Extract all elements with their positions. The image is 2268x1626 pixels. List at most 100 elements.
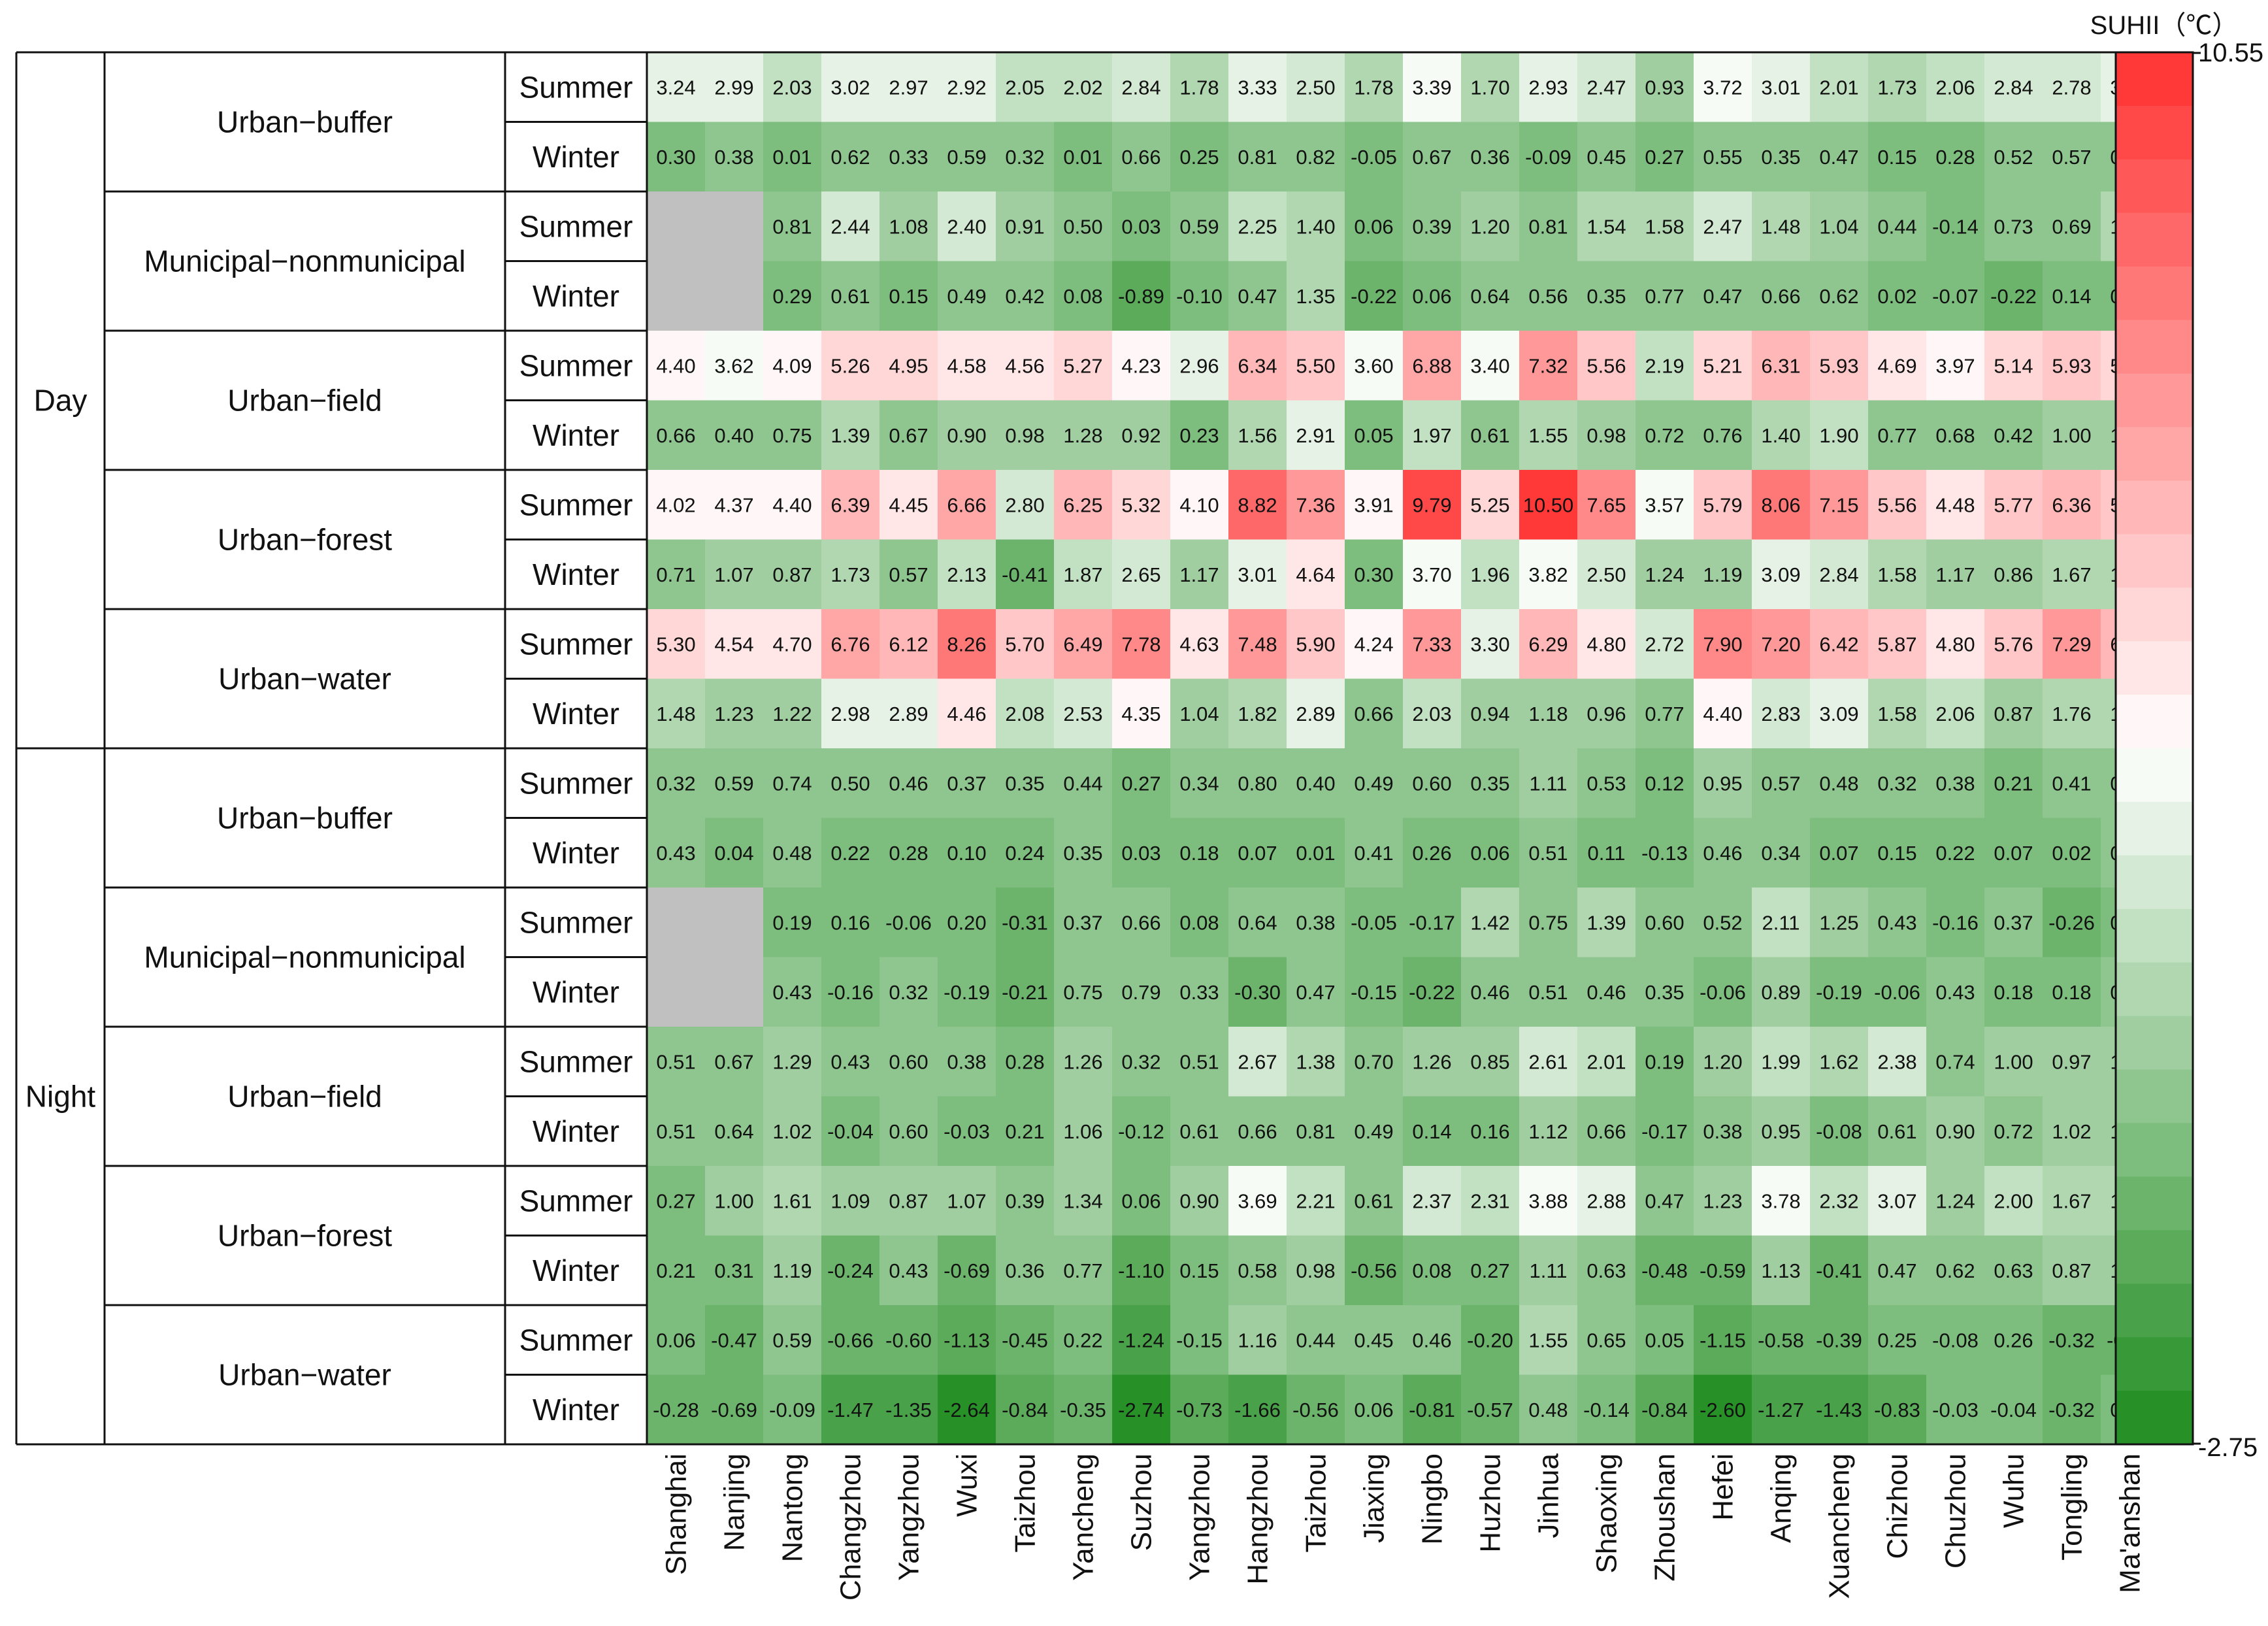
cell-value-label: 0.16: [830, 911, 870, 934]
cell-night-urban-field-summer-zhoushan: [1635, 1027, 1694, 1097]
cell-value-label: 2.25: [1238, 215, 1277, 238]
cell-night-urban-field-summer-yangzhou: [879, 1027, 938, 1097]
cell-value-label: 0.66: [1354, 703, 1393, 725]
cell-value-label: 7.20: [1761, 633, 1800, 655]
cell-value-label: -0.84: [1641, 1399, 1688, 1421]
cell-day-urban-water-summer-nantong: [763, 609, 822, 680]
cell-value-label: 1.38: [1296, 1050, 1335, 1073]
cell-day-urban-buffer-summer-changzhou: [821, 52, 880, 123]
cell-value-label: 0.21: [1994, 772, 2033, 795]
cell-day-urban-field-winter-taizhou: [996, 400, 1055, 471]
cell-value-label: 0.30: [1354, 563, 1393, 586]
cell-value-label: 0.64: [1470, 285, 1509, 308]
cell-day-municipal-nonmunicipal-summer-xuancheng: [1810, 191, 1869, 262]
cell-value-label: 5.76: [1994, 633, 2033, 655]
city-label-chizhou: Chizhou: [1882, 1453, 1914, 1559]
cell-night-urban-field-summer-yancheng: [1054, 1027, 1113, 1097]
cell-missing-day-municipal-nonmunicipal-summer-shanghai: [647, 191, 706, 262]
cell-value-label: -0.04: [1990, 1399, 2037, 1421]
cell-night-urban-water-winter-wuhu: [1984, 1374, 2043, 1445]
cell-day-urban-water-summer-taizhou: [1287, 609, 1345, 680]
cell-value-label: -0.22: [1351, 285, 1397, 308]
cell-value-label: 0.38: [714, 146, 753, 169]
cell-day-urban-water-winter-nanjing: [705, 678, 764, 749]
cell-value-label: 0.81: [1296, 1120, 1335, 1143]
cell-night-urban-water-summer-hangzhou: [1228, 1305, 1287, 1376]
cell-day-urban-forest-summer-ningbo: [1403, 470, 1462, 540]
colorbar-swatch: [2116, 373, 2193, 427]
cell-value-label: -0.15: [1351, 981, 1397, 1004]
cell-night-urban-buffer-winter-nantong: [763, 818, 822, 888]
cell-night-urban-water-winter-anqing: [1752, 1374, 1811, 1445]
cell-value-label: 7.15: [1819, 493, 1858, 516]
cell-day-urban-field-winter-shanghai: [647, 400, 706, 471]
cell-night-urban-buffer-winter-xuancheng: [1810, 818, 1869, 888]
cell-night-municipal-nonmunicipal-summer-suzhou: [1112, 888, 1171, 958]
cell-value-label: 0.25: [1179, 146, 1219, 169]
cell-value-label: 7.48: [1238, 633, 1277, 655]
cell-night-urban-forest-winter-tongling: [2043, 1235, 2101, 1306]
cell-night-municipal-nonmunicipal-summer-taizhou: [996, 888, 1055, 958]
cell-day-urban-buffer-winter-wuxi: [938, 122, 996, 192]
cell-value-label: 2.53: [1063, 703, 1102, 725]
cell-night-urban-water-winter-changzhou: [821, 1374, 880, 1445]
cell-night-urban-forest-summer-ningbo: [1403, 1166, 1462, 1236]
cell-day-urban-buffer-summer-wuxi: [938, 52, 996, 123]
cell-value-label: 2.89: [889, 703, 928, 725]
cell-value-label: -0.15: [1176, 1329, 1223, 1352]
city-label-ningbo: Ningbo: [1417, 1453, 1449, 1544]
cell-day-urban-water-summer-chizhou: [1868, 609, 1927, 680]
cell-value-label: 1.76: [2052, 703, 2091, 725]
cell-night-urban-field-winter-anqing: [1752, 1096, 1811, 1167]
cell-day-urban-forest-winter-wuxi: [938, 539, 996, 610]
cell-missing-day-municipal-nonmunicipal-winter-shanghai: [647, 261, 706, 331]
cell-value-label: 2.84: [1121, 76, 1160, 99]
cell-value-label: 0.74: [772, 772, 812, 795]
cell-value-label: 0.24: [1005, 842, 1044, 865]
cell-value-label: 1.34: [1063, 1189, 1102, 1212]
cell-day-urban-water-summer-jiaxing: [1345, 609, 1404, 680]
cell-value-label: 3.30: [1470, 633, 1509, 655]
cell-value-label: -0.03: [944, 1120, 990, 1143]
cell-night-urban-water-winter-yancheng: [1054, 1374, 1113, 1445]
cell-day-urban-field-winter-wuhu: [1984, 400, 2043, 471]
cell-value-label: 7.32: [1528, 354, 1568, 377]
cell-value-label: 4.58: [947, 354, 986, 377]
season-label-summer: Summer: [519, 70, 633, 104]
colorbar-swatch: [2116, 1069, 2193, 1123]
cell-day-urban-forest-summer-huzhou: [1461, 470, 1520, 540]
cell-value-label: 2.47: [1586, 76, 1626, 99]
cell-value-label: -0.10: [1176, 285, 1223, 308]
cell-day-urban-field-winter-chizhou: [1868, 400, 1927, 471]
cell-night-urban-field-winter-tongling: [2043, 1096, 2101, 1167]
cell-night-municipal-nonmunicipal-winter-jinhua: [1519, 957, 1578, 1027]
cell-day-urban-field-winter-ningbo: [1403, 400, 1462, 471]
cell-day-urban-forest-winter-anqing: [1752, 539, 1811, 610]
cell-night-urban-buffer-winter-suzhou: [1112, 818, 1171, 888]
cell-day-urban-forest-summer-shanghai: [647, 470, 706, 540]
cell-value-label: 0.31: [714, 1259, 753, 1282]
cell-night-municipal-nonmunicipal-summer-jinhua: [1519, 888, 1578, 958]
cell-day-municipal-nonmunicipal-winter-yancheng: [1054, 261, 1113, 331]
cell-day-urban-buffer-summer-taizhou: [996, 52, 1055, 123]
colorbar-swatch: [2116, 534, 2193, 588]
cell-value-label: 0.22: [830, 842, 870, 865]
cell-night-urban-forest-summer-xuancheng: [1810, 1166, 1869, 1236]
cell-day-urban-water-summer-ningbo: [1403, 609, 1462, 680]
cell-night-urban-buffer-summer-taizhou: [996, 748, 1055, 819]
cell-value-label: 1.06: [1063, 1120, 1102, 1143]
cell-value-label: 1.13: [1761, 1259, 1800, 1282]
cell-day-urban-field-summer-shaoxing: [1577, 331, 1636, 401]
cell-value-label: 0.43: [772, 981, 812, 1004]
cell-value-label: 0.10: [947, 842, 986, 865]
cell-day-urban-buffer-winter-huzhou: [1461, 122, 1520, 192]
cell-day-urban-field-summer-anqing: [1752, 331, 1811, 401]
cell-value-label: 2.67: [1238, 1050, 1277, 1073]
cell-night-urban-water-winter-nanjing: [705, 1374, 764, 1445]
cell-value-label: 4.70: [772, 633, 812, 655]
cell-value-label: 0.22: [1935, 842, 1975, 865]
cell-value-label: -0.48: [1641, 1259, 1688, 1282]
cell-value-label: 0.50: [1063, 215, 1102, 238]
cell-day-urban-field-winter-yancheng: [1054, 400, 1113, 471]
cell-value-label: 3.33: [1238, 76, 1277, 99]
